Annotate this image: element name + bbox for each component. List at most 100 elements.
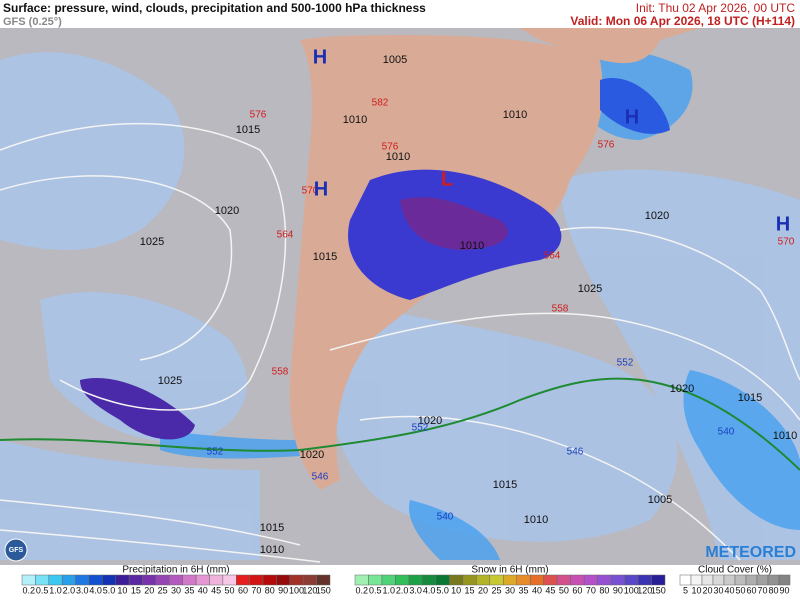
legend-swatch <box>115 574 130 586</box>
isobar-label: 1020 <box>300 449 324 461</box>
legend-tick: 100 <box>289 585 304 595</box>
isobar-label: 1025 <box>158 375 182 387</box>
legend-tick: 25 <box>158 585 168 595</box>
legend-tick: 5.0 <box>103 585 116 595</box>
legend-tick: 40 <box>198 585 208 595</box>
legend-swatch <box>637 574 652 586</box>
legends: Precipitation in 6H (mm)0.2 0.5 1.0 2.0 3.0 4… <box>21 565 791 595</box>
legend-swatch <box>169 574 183 586</box>
valid-time: Valid: Mon 06 Apr 2026, 18 UTC (H+114) <box>570 14 795 28</box>
legend-swatch <box>597 574 612 586</box>
legend-swatch <box>489 574 504 586</box>
isobar-label: 1020 <box>670 383 694 395</box>
legend-tick: 80 <box>265 585 275 595</box>
isobar-label: 1010 <box>343 114 367 126</box>
thickness-label: 546 <box>567 447 584 458</box>
isobar-label: 1010 <box>460 240 484 252</box>
legend-tick: 40 <box>532 585 542 595</box>
legend-tick: 1.0 <box>49 585 62 595</box>
legend-swatch <box>289 574 304 586</box>
legend-swatch <box>21 574 36 586</box>
model: GFS (0.25°) <box>3 16 62 28</box>
legend-swatch <box>209 574 224 586</box>
legend-swatch <box>734 574 747 586</box>
legend-tick: 10 <box>117 585 127 595</box>
isobar-label: 1010 <box>773 430 797 442</box>
legend-tick: 35 <box>184 585 194 595</box>
legend-swatch <box>155 574 170 586</box>
legend-swatch <box>61 574 76 586</box>
high-pressure: H <box>314 178 328 200</box>
init-time: Init: Thu 02 Apr 2026, 00 UTC <box>636 1 796 15</box>
isobar-label: 1025 <box>578 283 602 295</box>
legend-title: Snow in 6H (mm) <box>471 565 548 576</box>
legend-tick: 90 <box>613 585 623 595</box>
legend-swatch <box>556 574 571 586</box>
legend-swatch <box>128 574 143 586</box>
high-pressure: H <box>776 213 790 235</box>
isobar-label: 1005 <box>648 494 672 506</box>
legend-swatch <box>88 574 103 586</box>
legend-swatch <box>767 574 780 586</box>
legend-swatch <box>651 574 666 586</box>
legend-swatch <box>48 574 63 586</box>
thickness-label: 576 <box>382 142 399 153</box>
legend-swatch <box>543 574 558 586</box>
legend-swatch <box>35 574 50 586</box>
thickness-label: 570 <box>302 186 319 197</box>
legend-swatch <box>745 574 758 586</box>
legend-tick: 5.0 <box>436 585 449 595</box>
thickness-label: 576 <box>598 140 615 151</box>
legend-tick: 70 <box>586 585 596 595</box>
legend-swatch <box>182 574 197 586</box>
legend-swatch <box>570 574 585 586</box>
land-north <box>520 28 700 64</box>
thickness-label: 558 <box>552 304 569 315</box>
legend-swatch <box>624 574 639 586</box>
isobar-lines <box>0 122 800 563</box>
legend-title: Precipitation in 6H (mm) <box>122 565 229 576</box>
legend-tick: 45 <box>545 585 555 595</box>
legend-swatch <box>75 574 90 586</box>
legend-tick: 1.0 <box>382 585 395 595</box>
legend-tick: 20 <box>702 585 712 595</box>
title: Surface: pressure, wind, clouds, precipi… <box>3 1 426 15</box>
legend-tick: 35 <box>518 585 528 595</box>
legend-tick: 4.0 <box>423 585 436 595</box>
legend-tick: 50 <box>559 585 569 595</box>
thickness-label: 552 <box>207 447 224 458</box>
legend-swatch <box>503 574 517 586</box>
thickness-label: 552 <box>617 358 634 369</box>
legend-swatch <box>690 574 703 586</box>
isobar-label: 1015 <box>236 124 260 136</box>
legend-swatch <box>529 574 544 586</box>
legend-tick: 150 <box>651 585 666 595</box>
legend-swatch <box>222 574 237 586</box>
high-pressure: H <box>625 106 639 128</box>
legend-tick: 45 <box>211 585 221 595</box>
precip-core <box>400 197 508 250</box>
legend-swatch <box>610 574 625 586</box>
high-pressure: H <box>313 46 327 68</box>
legend-tick: 100 <box>624 585 639 595</box>
legend-tick: 60 <box>572 585 582 595</box>
header-bg <box>0 0 800 28</box>
gfs-badge-text: GFS <box>9 547 24 554</box>
thickness-label: 558 <box>272 367 289 378</box>
isobar-label: 1020 <box>215 205 239 217</box>
legend-tick: 2.0 <box>396 585 409 595</box>
isobar-label: 1005 <box>383 54 407 66</box>
isobar-label: 1010 <box>524 514 548 526</box>
legend-tick: 50 <box>735 585 745 595</box>
legend-tick: 0.2 <box>22 585 35 595</box>
precip-ne <box>600 78 670 134</box>
low-pressure: L <box>441 168 453 190</box>
legend-swatch <box>142 574 157 586</box>
legend-swatch <box>476 574 491 586</box>
thickness-label: 582 <box>372 98 389 109</box>
legend-tick: 20 <box>478 585 488 595</box>
legend-tick: 120 <box>302 585 317 595</box>
legend-swatch <box>723 574 736 586</box>
legend-swatch <box>462 574 477 586</box>
isobar-label: 1010 <box>260 544 284 556</box>
